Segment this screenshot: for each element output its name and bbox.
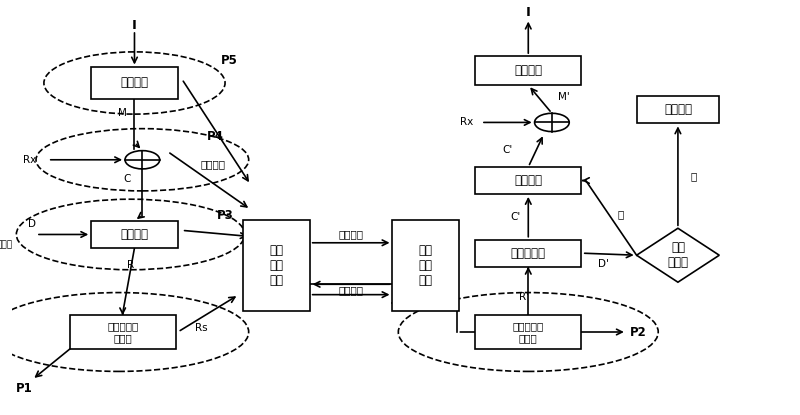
Text: 检测码: 检测码	[0, 240, 13, 249]
Text: 存在
窃听？: 存在 窃听？	[667, 241, 689, 269]
Bar	[475, 315, 582, 349]
Text: P3: P3	[217, 209, 234, 222]
Text: C: C	[123, 174, 130, 184]
Text: 纠错编码: 纠错编码	[121, 76, 149, 90]
Text: 随机排序: 随机排序	[121, 228, 149, 241]
Bar	[393, 220, 459, 311]
Bar	[242, 220, 310, 311]
Text: R: R	[127, 259, 134, 270]
Text: P5: P5	[221, 54, 238, 67]
Text: Rs: Rs	[195, 323, 208, 333]
Text: I: I	[132, 20, 137, 32]
Bar	[70, 315, 176, 349]
Text: M: M	[118, 108, 127, 118]
Text: C': C'	[502, 145, 513, 156]
Text: R': R'	[519, 292, 530, 302]
Bar	[91, 67, 178, 98]
Text: 协议继续: 协议继续	[514, 174, 542, 187]
Text: D': D'	[598, 259, 609, 269]
Text: 纠错解码: 纠错解码	[514, 64, 542, 77]
Bar	[91, 221, 178, 248]
Text: I: I	[526, 6, 530, 19]
Text: 非正交态组
合编码: 非正交态组 合编码	[107, 321, 138, 343]
Text: Rx: Rx	[460, 117, 473, 127]
Text: P2: P2	[630, 325, 647, 339]
Bar	[637, 96, 719, 124]
Text: 随机加密: 随机加密	[201, 159, 226, 169]
Text: 量子
发送
系统: 量子 发送 系统	[270, 244, 283, 287]
Text: 是: 是	[690, 171, 697, 181]
Text: P4: P4	[206, 130, 223, 144]
Text: Rx: Rx	[22, 155, 36, 165]
Text: 协议中断: 协议中断	[664, 103, 692, 117]
Bar	[475, 167, 582, 194]
Bar	[475, 239, 582, 266]
Text: 量子
接收
系统: 量子 接收 系统	[419, 244, 433, 287]
Text: 随机排序逆: 随机排序逆	[510, 247, 546, 260]
Text: 否: 否	[618, 209, 624, 219]
Text: Rd: Rd	[427, 290, 441, 300]
Text: P1: P1	[16, 381, 33, 395]
Text: 量子信道: 量子信道	[338, 229, 363, 239]
Text: 经典信道: 经典信道	[338, 286, 363, 295]
Text: C': C'	[510, 212, 521, 222]
Text: 非正交态组
合解码: 非正交态组 合解码	[513, 321, 544, 343]
Text: M': M'	[558, 92, 570, 102]
Text: D: D	[28, 219, 36, 229]
Bar	[475, 56, 582, 85]
